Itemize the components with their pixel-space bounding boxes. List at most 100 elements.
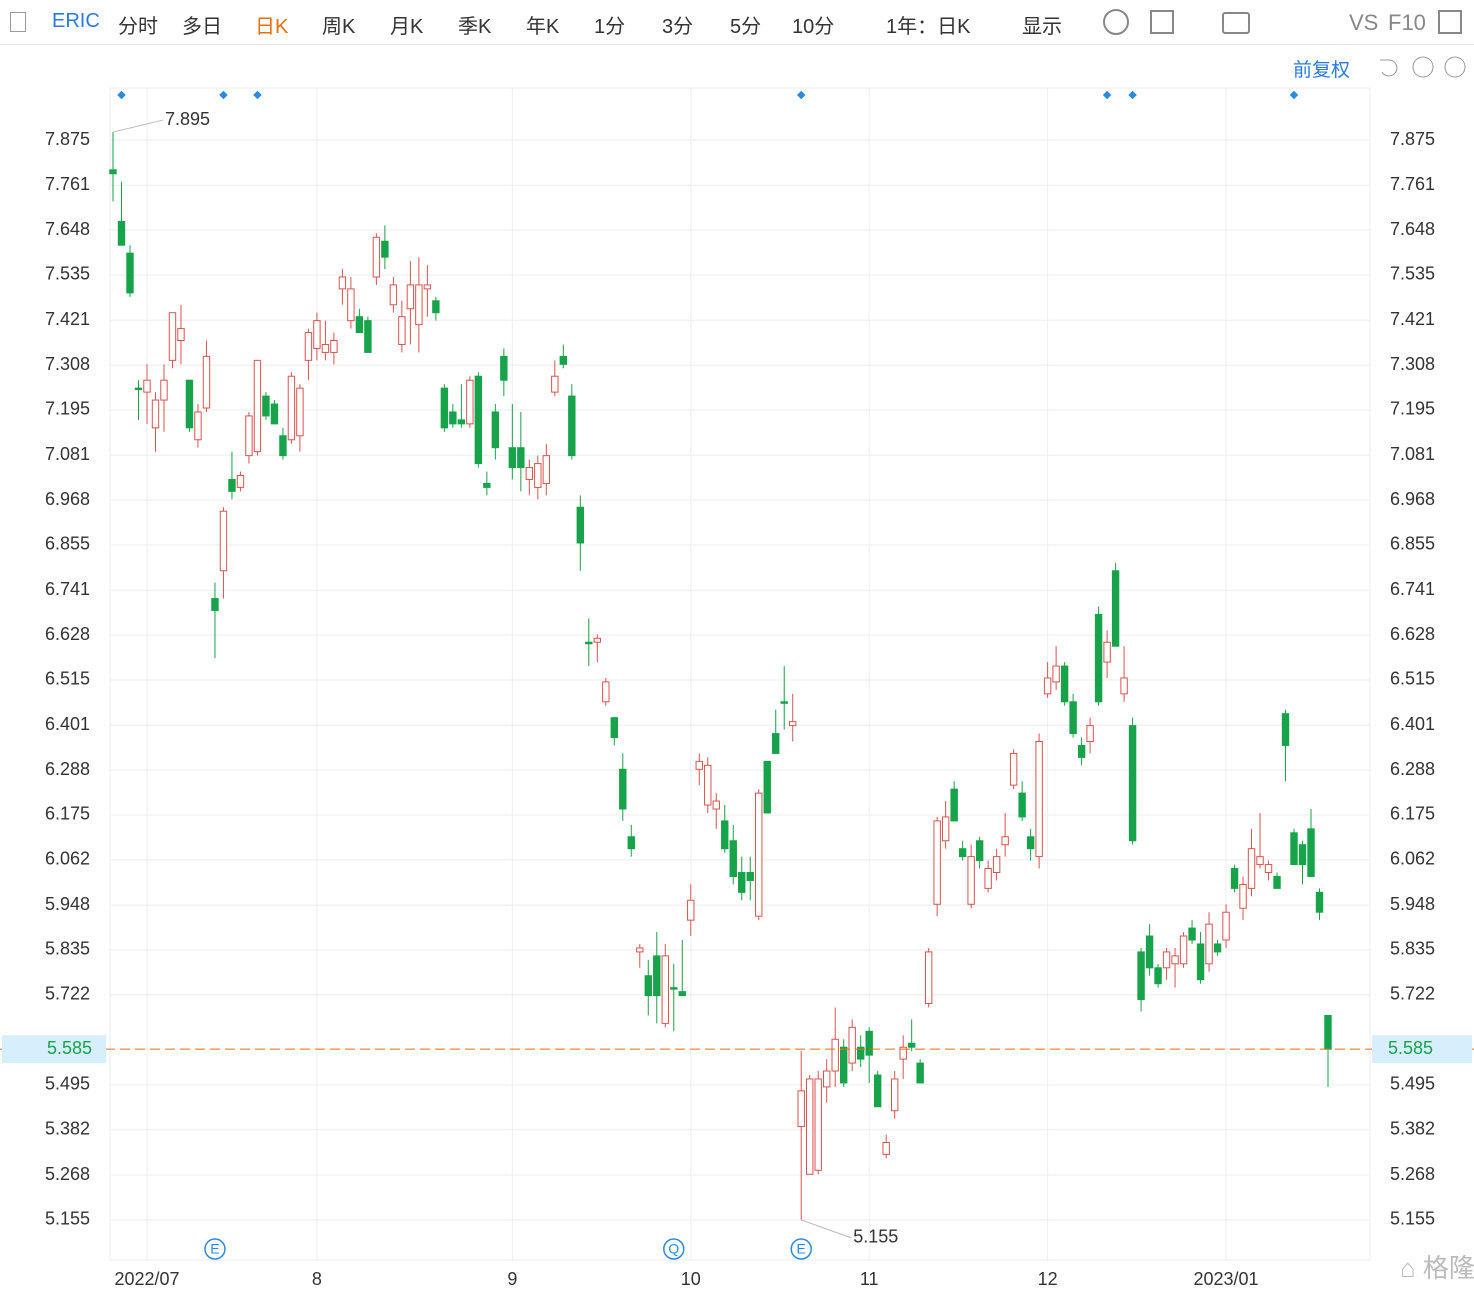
y2-tick-label: 5.155 — [1390, 1209, 1435, 1229]
period-tab[interactable]: 多日 — [182, 16, 222, 38]
max-pointer — [112, 119, 164, 133]
y-tick-label: 6.062 — [45, 849, 90, 869]
candle-body — [1264, 864, 1273, 874]
camera-icon[interactable] — [1222, 12, 1250, 34]
y2-tick-label: 6.515 — [1390, 669, 1435, 689]
y-tick-label: 7.421 — [45, 309, 90, 329]
y-tick-label: 6.515 — [45, 669, 90, 689]
period-tab[interactable]: 年K — [526, 16, 560, 38]
candle-body — [151, 399, 160, 429]
candle-body — [1077, 744, 1086, 758]
candle-body — [117, 220, 126, 246]
period-tab[interactable]: 季K — [458, 16, 492, 38]
event-diamond — [219, 90, 228, 100]
y2-tick-label: 5.722 — [1390, 984, 1435, 1004]
adjust-button[interactable]: 前复权 — [1293, 60, 1351, 81]
candle-body — [1247, 848, 1256, 889]
zoom-in[interactable] — [1444, 56, 1466, 78]
y-tick-label: 6.288 — [45, 759, 90, 779]
y2-tick-label: 7.648 — [1390, 219, 1435, 239]
candle-body — [483, 482, 491, 488]
period-tab[interactable]: 月K — [390, 16, 424, 38]
candle-body — [1111, 570, 1120, 647]
y2-tick-label: 7.535 — [1390, 264, 1435, 284]
candle-body — [729, 840, 737, 877]
candle-body — [738, 872, 746, 893]
box-icon[interactable] — [1150, 10, 1174, 34]
period-tab[interactable]: 日K — [255, 16, 289, 38]
panel-toggle[interactable] — [10, 12, 26, 32]
y2-tick-label: 7.761 — [1390, 174, 1435, 194]
period-tab[interactable]: 1分 — [594, 16, 626, 38]
candle-body — [134, 387, 143, 391]
candle-body — [967, 856, 975, 905]
zoom-out[interactable] — [1412, 56, 1434, 78]
y2-tick-label: 7.308 — [1390, 354, 1435, 374]
candle-body — [687, 899, 695, 921]
candle-body — [500, 355, 508, 381]
y-tick-label: 6.628 — [45, 624, 90, 644]
y-tick-label: 5.268 — [45, 1164, 90, 1184]
candle-body — [695, 760, 703, 770]
period-tab[interactable]: 3分 — [662, 16, 694, 38]
candle-body — [559, 355, 568, 365]
y-tick-label: 7.081 — [45, 444, 90, 464]
vs-button[interactable]: VS — [1349, 10, 1379, 35]
candle-body — [653, 955, 661, 997]
period-tab[interactable]: 10分 — [792, 16, 835, 38]
y-tick-label: 7.761 — [45, 174, 90, 194]
candle-body — [1094, 613, 1103, 703]
reset-icon[interactable] — [1380, 59, 1398, 77]
period-tab[interactable]: 5分 — [730, 16, 762, 38]
y2-tick-label: 6.741 — [1390, 579, 1435, 599]
candle-body — [950, 788, 958, 822]
candle-body — [1230, 868, 1239, 889]
range-select[interactable]: 1年：日K — [886, 16, 971, 38]
event-label: Q — [668, 1241, 679, 1257]
candle-body — [313, 320, 321, 349]
sidebar-icon[interactable] — [1438, 10, 1462, 34]
max-label: 7.895 — [165, 109, 210, 129]
price-tag — [1372, 1035, 1472, 1064]
display-select[interactable]: 显示 — [1022, 16, 1062, 38]
y-tick-label: 7.648 — [45, 219, 90, 239]
candle-body — [372, 236, 381, 278]
candle-body — [1196, 943, 1205, 981]
candle-body — [534, 463, 542, 488]
candle-body — [814, 1078, 822, 1171]
candle-body — [627, 836, 635, 850]
candle-body — [1171, 955, 1179, 965]
candle-body — [941, 816, 950, 842]
y2-tick-label: 5.495 — [1390, 1074, 1435, 1094]
candle-body — [517, 447, 525, 469]
candle-body — [568, 395, 576, 457]
candle-body — [916, 1062, 924, 1084]
symbol[interactable]: ERIC — [52, 10, 100, 32]
x-tick-label: 9 — [507, 1269, 517, 1289]
candle-body — [347, 288, 355, 322]
candle-body — [1069, 701, 1077, 735]
candle-body — [381, 240, 389, 258]
candle-body — [279, 435, 287, 457]
candle-body — [168, 312, 177, 361]
candle-body — [228, 478, 236, 492]
candle-body — [576, 506, 585, 544]
y-tick-label: 6.175 — [45, 804, 90, 824]
candle-body — [1103, 641, 1111, 663]
candle-body — [440, 387, 449, 429]
f10-button[interactable]: F10 — [1388, 10, 1426, 35]
y-tick-label: 6.855 — [45, 534, 90, 554]
period-tab[interactable]: 分时 — [118, 16, 158, 38]
candle-body — [508, 447, 517, 469]
candle-body — [245, 415, 253, 457]
event-icon — [204, 1238, 226, 1260]
y2-tick-label: 7.195 — [1390, 399, 1435, 419]
plot-frame — [109, 87, 1371, 1261]
settings-icon[interactable] — [1103, 9, 1129, 35]
candle-body — [1128, 725, 1137, 842]
candle-body — [389, 284, 398, 306]
period-tab[interactable]: 周K — [322, 16, 356, 38]
candle-body — [789, 721, 797, 727]
candle-body — [236, 474, 245, 488]
y-tick-label: 6.968 — [45, 489, 90, 509]
